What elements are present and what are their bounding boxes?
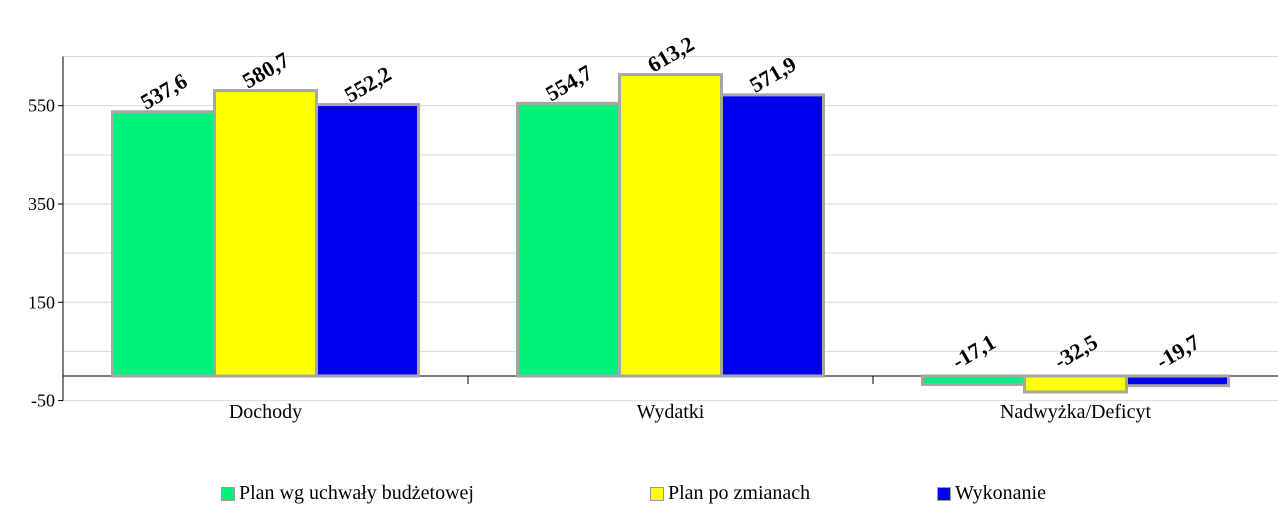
bar: [111, 110, 216, 378]
data-label: 571,9: [745, 51, 800, 97]
legend-swatch: [650, 486, 664, 501]
y-tick-label: 150: [28, 292, 55, 312]
legend-swatch: [937, 486, 951, 501]
bar: [720, 93, 825, 378]
bar: [213, 89, 318, 378]
category-label: Dochody: [229, 401, 302, 423]
legend-label: Plan po zmianach: [668, 482, 811, 504]
data-label: -19,7: [1152, 329, 1204, 374]
bar: [618, 73, 723, 378]
legend-label: Wykonanie: [955, 482, 1046, 504]
bar: [516, 101, 621, 378]
bar: [921, 374, 1026, 386]
legend-swatch: [221, 486, 235, 501]
legend: Plan wg uchwały budżetowej Plan po zmiana…: [0, 482, 1279, 510]
y-tick-label: 550: [28, 96, 55, 116]
data-label: 537,6: [136, 68, 191, 114]
y-tick-label: -50: [31, 391, 55, 411]
data-label: 552,2: [340, 61, 395, 107]
bar: [315, 103, 420, 378]
bar-chart: -50 150 350 550 537,6 580,7 552,2 Dochody 554,7 6…: [28, 31, 1278, 423]
bar: [1023, 374, 1128, 394]
y-tick-label: 350: [28, 194, 55, 214]
bar: [1125, 374, 1230, 388]
legend-item: Plan wg uchwały budżetowej: [221, 482, 474, 505]
data-label: 554,7: [541, 60, 596, 106]
category-label: Wydatki: [637, 401, 705, 423]
data-label: -32,5: [1050, 329, 1102, 374]
legend-item: Wykonanie: [937, 482, 1046, 505]
category-label: Nadwyżka/Deficyt: [1000, 401, 1151, 423]
data-label: 580,7: [238, 47, 293, 93]
data-label: 613,2: [643, 31, 698, 77]
legend-label: Plan wg uchwały budżetowej: [239, 482, 474, 504]
legend-item: Plan po zmianach: [650, 482, 810, 505]
data-label: -17,1: [948, 329, 1000, 374]
